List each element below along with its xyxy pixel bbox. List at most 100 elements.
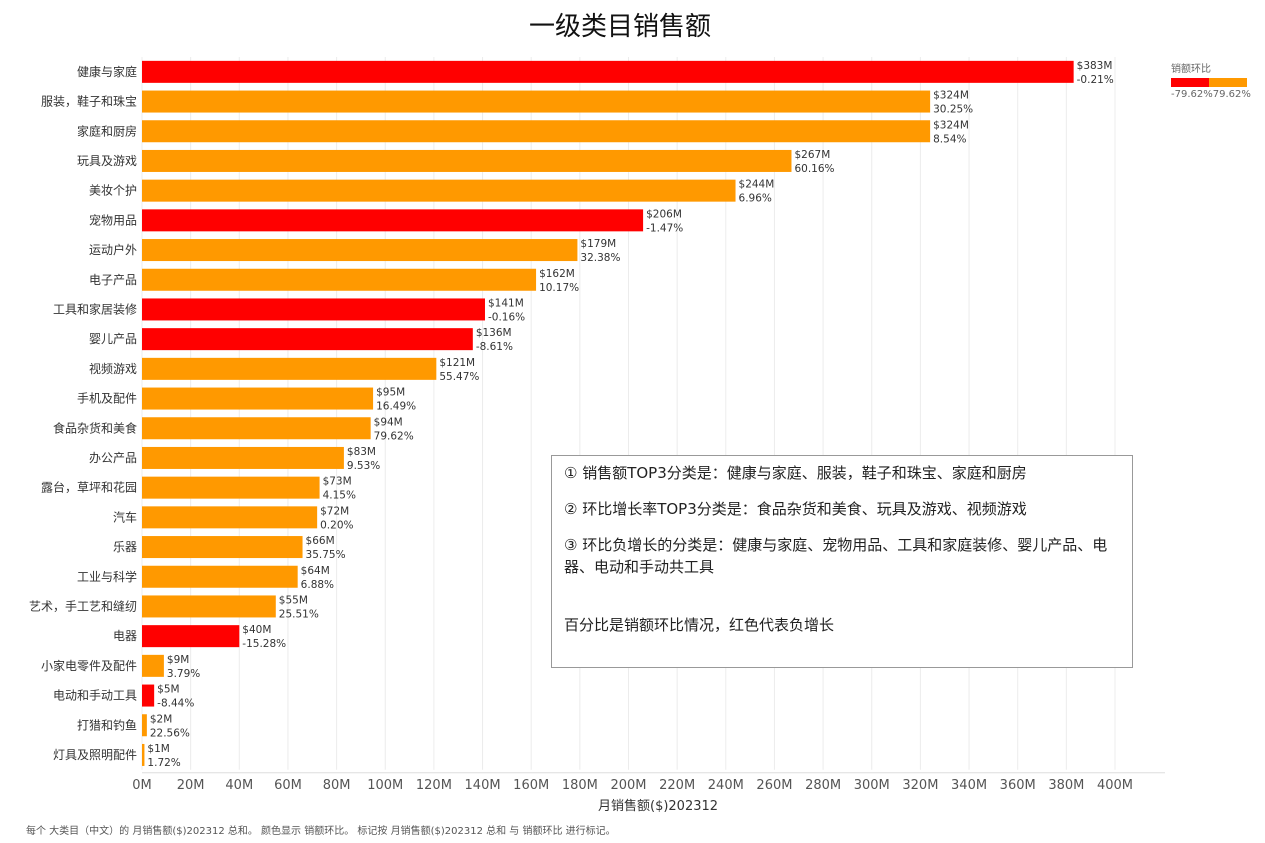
value-label: $95M: [376, 387, 405, 399]
category-label: 食品杂货和美食: [53, 420, 137, 435]
value-label: $136M: [476, 327, 512, 339]
x-tick-label: 20M: [177, 778, 205, 793]
bar: [142, 595, 276, 618]
category-label: 运动户外: [89, 242, 137, 257]
x-tick-label: 400M: [1097, 778, 1133, 793]
growth-label: 1.72%: [147, 757, 180, 769]
growth-label: 25.51%: [279, 608, 319, 620]
chart-title: 一级类目销售额: [528, 12, 711, 42]
growth-label: -0.16%: [488, 311, 525, 323]
growth-label: 0.20%: [320, 519, 353, 531]
value-label: $5M: [157, 684, 179, 696]
category-label: 健康与家庭: [77, 64, 137, 79]
value-label: $179M: [580, 238, 616, 250]
bar: [142, 536, 303, 559]
category-label: 家庭和厨房: [77, 123, 137, 138]
x-tick-label: 60M: [274, 778, 302, 793]
growth-label: -15.28%: [242, 638, 286, 650]
note-legend-explanation: 百分比是销额环比情况，红色代表负增长: [564, 616, 835, 634]
value-label: $64M: [301, 565, 330, 577]
category-label: 宠物用品: [89, 212, 137, 227]
category-label: 汽车: [113, 509, 137, 524]
growth-label: 6.96%: [739, 193, 772, 205]
x-tick-label: 140M: [465, 778, 501, 793]
category-label: 服装，鞋子和珠宝: [41, 94, 137, 109]
note-top3-growth: ② 环比增长率TOP3分类是：食品杂货和美食、玩具及游戏、视频游戏: [564, 500, 1027, 518]
growth-label: 6.88%: [301, 579, 334, 591]
category-label: 美妆个护: [89, 184, 137, 198]
growth-label: 30.25%: [933, 104, 973, 116]
note-top3-sales: ① 销售额TOP3分类是：健康与家庭、服装，鞋子和珠宝、家庭和厨房: [564, 464, 1027, 482]
category-label: 灯具及照明配件: [53, 748, 137, 762]
growth-label: 60.16%: [794, 163, 834, 175]
category-label: 乐器: [113, 540, 137, 554]
legend-gradient: [1171, 78, 1247, 87]
value-label: $121M: [439, 357, 475, 369]
x-tick-label: 40M: [225, 778, 253, 793]
value-label: $162M: [539, 268, 575, 280]
value-label: $94M: [374, 416, 403, 428]
value-label: $55M: [279, 594, 308, 606]
value-label: $244M: [739, 179, 775, 191]
value-label: $66M: [306, 535, 335, 547]
bar: [142, 328, 473, 351]
growth-label: -0.21%: [1077, 74, 1114, 86]
x-tick-label: 380M: [1048, 778, 1084, 793]
x-tick-label: 220M: [659, 778, 695, 793]
footer-caption: 每个 大类目（中文）的 月销售额($)202312 总和。 颜色显示 销额环比。…: [26, 826, 616, 837]
x-tick-label: 80M: [323, 778, 351, 793]
bar: [142, 417, 371, 440]
value-label: $1M: [147, 743, 169, 755]
color-legend: 销额环比 -79.62%79.62%: [1171, 60, 1251, 100]
value-label: $324M: [933, 90, 969, 102]
bar: [142, 506, 318, 529]
growth-label: 55.47%: [439, 371, 479, 383]
value-label: $40M: [242, 624, 271, 636]
bar: [142, 476, 320, 499]
bar: [142, 446, 344, 469]
value-label: $9M: [167, 654, 189, 666]
category-label: 手机及配件: [77, 392, 137, 406]
bar: [142, 179, 736, 202]
value-label: $83M: [347, 446, 376, 458]
x-tick-label: 260M: [756, 778, 792, 793]
bar: [142, 120, 931, 143]
value-label: $72M: [320, 505, 349, 517]
legend-max: 79.62%: [1212, 89, 1251, 100]
x-tick-label: 280M: [805, 778, 841, 793]
bar: [142, 268, 537, 291]
x-tick-label: 180M: [562, 778, 598, 793]
growth-label: 79.62%: [374, 430, 414, 442]
x-tick-label: 160M: [513, 778, 549, 793]
x-tick-label: 360M: [1000, 778, 1036, 793]
bar: [142, 387, 374, 410]
growth-label: 4.15%: [323, 490, 356, 502]
bar: [142, 625, 240, 648]
value-label: $383M: [1077, 60, 1113, 72]
growth-label: -1.47%: [646, 222, 683, 234]
category-label: 露台，草坪和花园: [41, 480, 137, 495]
bar: [142, 90, 931, 113]
value-label: $267M: [794, 149, 830, 161]
x-tick-label: 120M: [416, 778, 452, 793]
bar: [142, 684, 155, 707]
x-tick-label: 100M: [367, 778, 403, 793]
bar: [142, 743, 145, 766]
bar: [142, 209, 644, 232]
x-tick-label: 320M: [902, 778, 938, 793]
growth-label: 16.49%: [376, 401, 416, 413]
legend-min: -79.62%: [1171, 89, 1213, 100]
legend-title: 销额环比: [1171, 64, 1211, 75]
category-label: 电动和手动工具: [53, 689, 137, 703]
growth-label: 35.75%: [306, 549, 346, 561]
growth-label: 8.54%: [933, 133, 966, 145]
x-tick-label: 200M: [610, 778, 646, 793]
value-label: $73M: [323, 476, 352, 488]
bar: [142, 298, 485, 321]
annotation-box: ① 销售额TOP3分类是：健康与家庭、服装，鞋子和珠宝、家庭和厨房 ② 环比增长…: [551, 455, 1133, 668]
category-label: 玩具及游戏: [77, 154, 137, 168]
growth-label: 22.56%: [150, 727, 190, 739]
bar: [142, 149, 792, 172]
value-label: $141M: [488, 297, 524, 309]
